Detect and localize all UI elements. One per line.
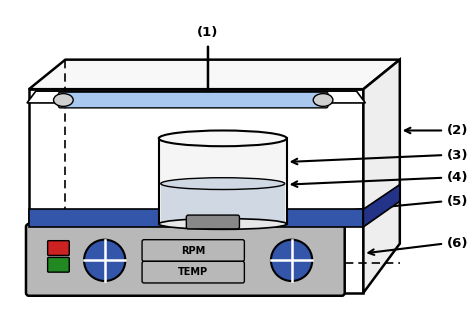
Ellipse shape xyxy=(161,178,285,189)
Ellipse shape xyxy=(53,93,73,106)
Polygon shape xyxy=(363,60,400,293)
Text: (3): (3) xyxy=(447,148,469,162)
Text: (5): (5) xyxy=(447,195,468,208)
Ellipse shape xyxy=(313,93,333,106)
Text: (6): (6) xyxy=(447,237,469,250)
Polygon shape xyxy=(363,185,400,227)
FancyBboxPatch shape xyxy=(48,241,69,255)
Polygon shape xyxy=(161,184,285,223)
FancyBboxPatch shape xyxy=(48,257,69,272)
Text: (1): (1) xyxy=(197,26,219,39)
Text: (2): (2) xyxy=(447,124,468,137)
Circle shape xyxy=(271,240,312,281)
Ellipse shape xyxy=(159,219,287,229)
Polygon shape xyxy=(29,60,400,89)
FancyBboxPatch shape xyxy=(59,92,328,108)
Text: RPM: RPM xyxy=(181,245,205,255)
Text: (4): (4) xyxy=(447,171,469,184)
FancyBboxPatch shape xyxy=(26,224,345,296)
Ellipse shape xyxy=(159,131,287,146)
Polygon shape xyxy=(27,91,365,103)
FancyBboxPatch shape xyxy=(142,240,245,261)
FancyBboxPatch shape xyxy=(186,215,239,229)
Polygon shape xyxy=(29,209,363,227)
Text: TEMP: TEMP xyxy=(178,267,208,277)
Polygon shape xyxy=(159,138,287,224)
FancyBboxPatch shape xyxy=(142,261,245,283)
Circle shape xyxy=(84,240,125,281)
